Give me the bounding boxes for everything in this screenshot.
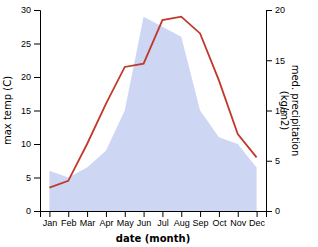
tick-label: 25 [21, 39, 31, 49]
tick: 5 [26, 173, 40, 183]
tick-label: Oct [212, 218, 227, 228]
tick-mark [34, 144, 40, 145]
tick-label: 15 [275, 56, 285, 66]
tick: 15 [266, 56, 285, 66]
tick-label: Dec [249, 218, 266, 228]
chart: JanFebMarApr MayJun Jul AugSepOctNovDec 0 5 10… [0, 0, 318, 247]
tick-mark [200, 211, 201, 217]
tick-label: Feb [61, 218, 77, 228]
tick-mark [34, 111, 40, 112]
tick-label: Sep [193, 218, 209, 228]
tick: Jan [43, 211, 58, 228]
line [49, 17, 256, 188]
tick: 10 [21, 139, 40, 149]
tick: 15 [21, 106, 40, 116]
tick-mark [238, 211, 239, 217]
tick-mark [219, 211, 220, 217]
tick: Oct [212, 211, 227, 228]
tick: Mar [80, 211, 96, 228]
tick-mark [266, 211, 272, 212]
tick-label: 20 [21, 72, 31, 82]
tick-label: 15 [21, 106, 31, 116]
tick: Nov [230, 211, 247, 228]
tick: Jul [157, 211, 169, 228]
tick-mark [34, 211, 40, 212]
tick: Dec [249, 211, 266, 228]
tick-mark [106, 211, 107, 217]
tick-mark [49, 211, 50, 217]
tick-label: 0 [275, 206, 280, 216]
tick-mark [266, 10, 272, 11]
tick-label: Nov [230, 218, 247, 228]
tick-label: 5 [275, 156, 280, 166]
plot: JanFebMarApr MayJun Jul AugSepOctNovDec 0 5 10… [21, 5, 285, 228]
tick-mark [34, 10, 40, 11]
tick: 0 [26, 206, 40, 216]
tick-mark [34, 77, 40, 78]
tick-label: 20 [275, 5, 285, 15]
tick: 30 [21, 5, 40, 15]
tick-mark [266, 161, 272, 162]
tick-mark [181, 211, 182, 217]
tick-mark [266, 60, 272, 61]
tick-label: Apr [99, 218, 113, 228]
axis-line [34, 11, 41, 212]
axis-line [267, 11, 273, 212]
tick-mark [68, 211, 69, 217]
x-axis-title: date (month) [116, 233, 190, 244]
tick: May [117, 211, 135, 228]
tick-label: 0 [26, 206, 31, 216]
tick-label: May [117, 218, 135, 228]
tick-label: Jul [157, 218, 169, 228]
tick-label: Jan [43, 218, 58, 228]
tick-mark [34, 178, 40, 179]
y-axis-title: max temp (C) [2, 76, 13, 145]
tick: 0 [266, 206, 280, 216]
tick-label: 5 [26, 173, 31, 183]
tick: Aug [174, 211, 190, 228]
tick: 20 [21, 72, 40, 82]
marks [49, 17, 256, 211]
tick-label: 10 [21, 139, 31, 149]
tick-label: Aug [174, 218, 190, 228]
tick-label: 30 [21, 5, 31, 15]
tick-mark [257, 211, 258, 217]
tick: Feb [61, 211, 77, 228]
tick: Apr [99, 211, 113, 228]
tick-mark [162, 211, 163, 217]
y2-axis-title: med. precipitation(kg/m2) [279, 65, 302, 157]
tick-label: Jun [137, 218, 152, 228]
y-axis: 0 5 10 15 20 25 30 [21, 5, 41, 216]
tick-label: Mar [80, 218, 96, 228]
tick-mark [125, 211, 126, 217]
tick-mark [87, 211, 88, 217]
tick: 25 [21, 39, 40, 49]
tick: 20 [266, 5, 285, 15]
x-axis: JanFebMarApr MayJun Jul AugSepOctNovDec [41, 211, 267, 228]
tick-mark [266, 111, 272, 112]
tick: Jun [137, 211, 152, 228]
tick: Sep [193, 211, 209, 228]
axis-line [41, 212, 267, 218]
area [49, 17, 256, 211]
tick-mark [34, 44, 40, 45]
tick: 5 [266, 156, 280, 166]
tick-mark [144, 211, 145, 217]
